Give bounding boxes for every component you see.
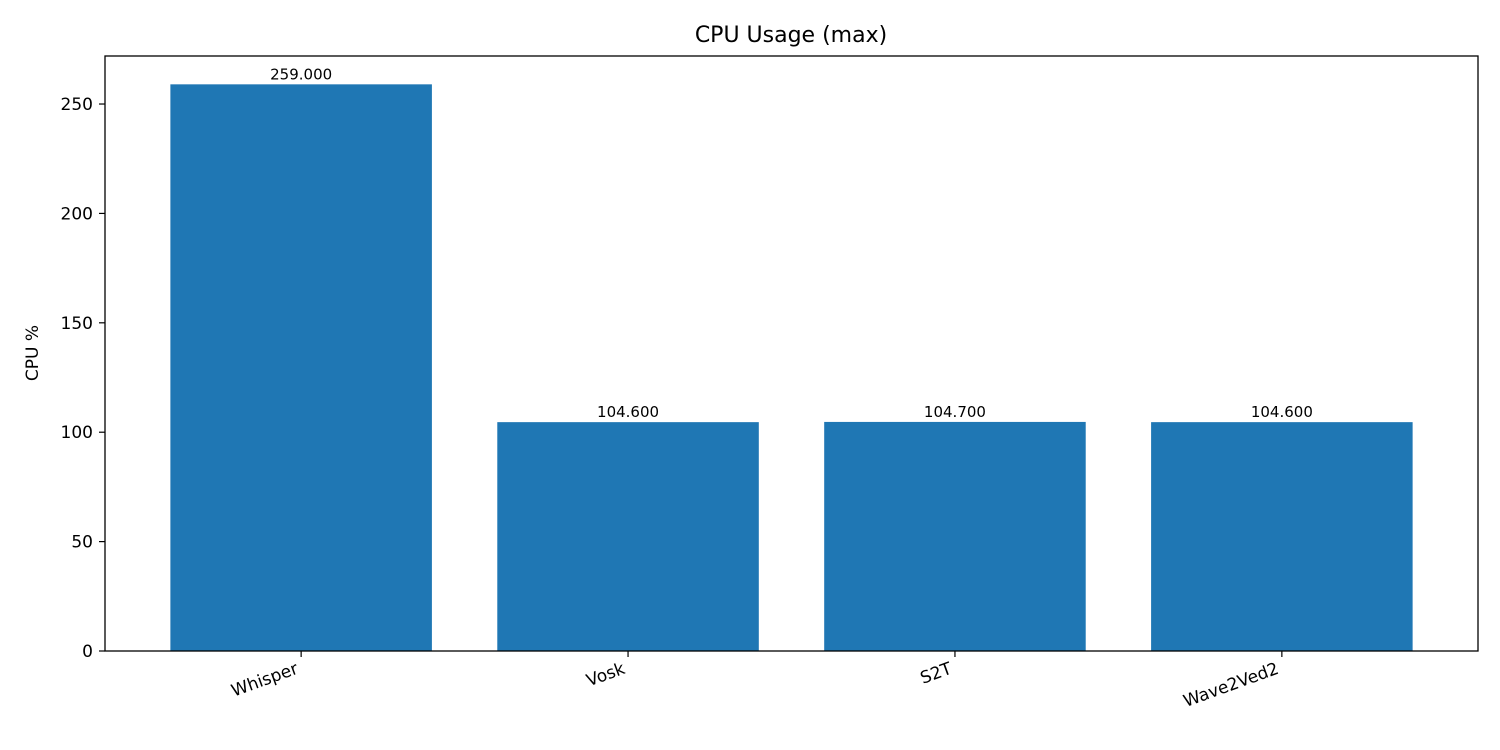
y-tick-label: 50 xyxy=(71,533,93,553)
y-tick-label: 150 xyxy=(61,314,93,334)
bar-whisper xyxy=(170,84,432,652)
bar-value-label: 104.600 xyxy=(597,403,659,421)
bar-value-label: 104.600 xyxy=(1251,403,1313,421)
bars-group xyxy=(170,84,1413,652)
y-tick-label: 250 xyxy=(61,95,93,115)
y-tick-label: 0 xyxy=(82,642,93,662)
y-axis: 0 50 100 150 200 250 xyxy=(61,95,105,662)
bar-value-label: 104.700 xyxy=(924,403,986,421)
y-tick-label: 200 xyxy=(61,204,93,224)
bar-s2t xyxy=(824,421,1086,651)
y-tick-label: 100 xyxy=(61,423,93,443)
bar-vosk xyxy=(497,422,759,651)
bar-wave2ved2 xyxy=(1151,422,1413,651)
chart-title: CPU Usage (max) xyxy=(695,23,887,48)
plot-frame xyxy=(104,55,1479,652)
y-axis-label: CPU % xyxy=(23,325,43,381)
bar-value-label: 259.000 xyxy=(270,65,332,83)
value-labels-group: 259.000 104.600 104.700 104.600 xyxy=(270,65,1313,421)
